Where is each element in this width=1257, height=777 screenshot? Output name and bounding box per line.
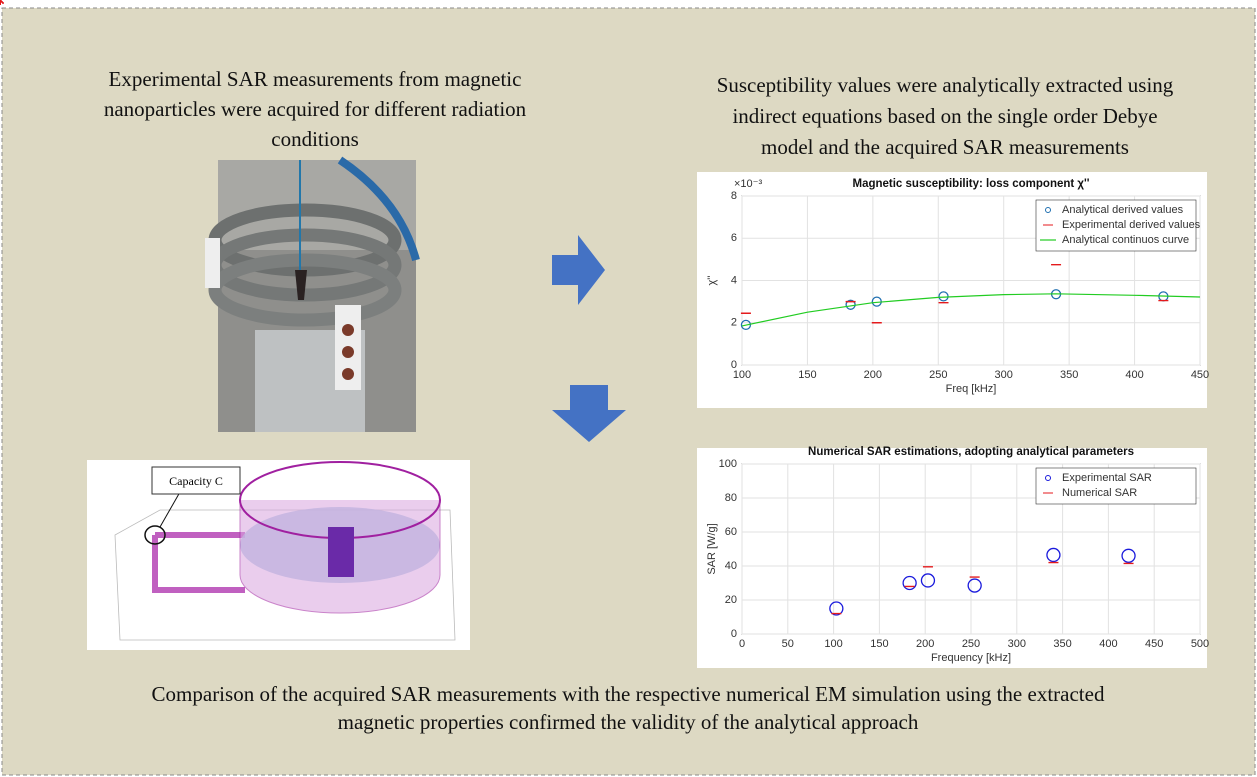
y-tick-label: 6 bbox=[731, 232, 737, 244]
chart-title: Magnetic susceptibility: loss component … bbox=[852, 178, 1089, 190]
x-tick-label: 300 bbox=[1008, 638, 1026, 650]
y-tick-label: 60 bbox=[725, 526, 737, 538]
capacity-label: Capacity C bbox=[169, 474, 223, 488]
x-tick-label: 150 bbox=[870, 638, 888, 650]
x-tick-label: 250 bbox=[929, 369, 947, 381]
caption-line: nanoparticles were acquired for differen… bbox=[104, 97, 527, 121]
x-tick-label: 350 bbox=[1053, 638, 1071, 650]
x-tick-label: 100 bbox=[824, 638, 842, 650]
caption-line: Comparison of the acquired SAR measureme… bbox=[152, 682, 1105, 706]
x-tick-label: 300 bbox=[995, 369, 1013, 381]
x-tick-label: 500 bbox=[1191, 638, 1209, 650]
x-axis-label: Freq [kHz] bbox=[946, 383, 997, 395]
x-tick-label: 400 bbox=[1099, 638, 1117, 650]
x-tick-label: 200 bbox=[864, 369, 882, 381]
y-tick-label: 100 bbox=[719, 458, 737, 470]
x-tick-label: 0 bbox=[739, 638, 745, 650]
caption-line: magnetic properties confirmed the validi… bbox=[338, 710, 919, 734]
x-axis-label: Frequency [kHz] bbox=[931, 652, 1011, 664]
y-tick-label: 0 bbox=[731, 628, 737, 640]
y-tick-label: 4 bbox=[731, 274, 737, 286]
legend-label: Analytical derived values bbox=[1062, 204, 1184, 216]
y-tick-label: 0 bbox=[731, 359, 737, 371]
x-tick-label: 400 bbox=[1125, 369, 1143, 381]
x-tick-label: 150 bbox=[798, 369, 816, 381]
caption-line: Susceptibility values were analytically … bbox=[717, 73, 1174, 97]
legend-label: Numerical SAR bbox=[1062, 487, 1137, 499]
photo bbox=[205, 160, 416, 432]
y-tick-label: 80 bbox=[725, 492, 737, 504]
x-tick-label: 450 bbox=[1191, 369, 1209, 381]
caption-line: model and the acquired SAR measurements bbox=[761, 135, 1129, 159]
y-axis-label: χ'' bbox=[706, 276, 718, 286]
y-tick-label: 8 bbox=[731, 190, 737, 202]
x-tick-label: 250 bbox=[962, 638, 980, 650]
coil-diagram: Capacity C bbox=[87, 460, 470, 650]
y-tick-label: 2 bbox=[731, 317, 737, 329]
y-axis-label: SAR [W/g] bbox=[706, 523, 718, 574]
caption-line: conditions bbox=[271, 127, 359, 151]
legend-label: Experimental SAR bbox=[1062, 472, 1152, 484]
legend-label: Experimental derived values bbox=[1062, 219, 1201, 231]
legend-label: Analytical continuos curve bbox=[1062, 234, 1189, 246]
x-tick-label: 50 bbox=[782, 638, 794, 650]
caption-line: Experimental SAR measurements from magne… bbox=[109, 67, 522, 91]
chart-title: Numerical SAR estimations, adopting anal… bbox=[808, 446, 1134, 458]
x-tick-label: 450 bbox=[1145, 638, 1163, 650]
y-tick-label: 40 bbox=[725, 560, 737, 572]
y-multiplier: ×10⁻³ bbox=[734, 178, 762, 190]
x-tick-label: 200 bbox=[916, 638, 934, 650]
x-tick-label: 350 bbox=[1060, 369, 1078, 381]
graphical-abstract: Capacity C Experimental SAR measurements… bbox=[0, 0, 1257, 777]
caption-line: indirect equations based on the single o… bbox=[732, 104, 1157, 128]
y-tick-label: 20 bbox=[725, 594, 737, 606]
